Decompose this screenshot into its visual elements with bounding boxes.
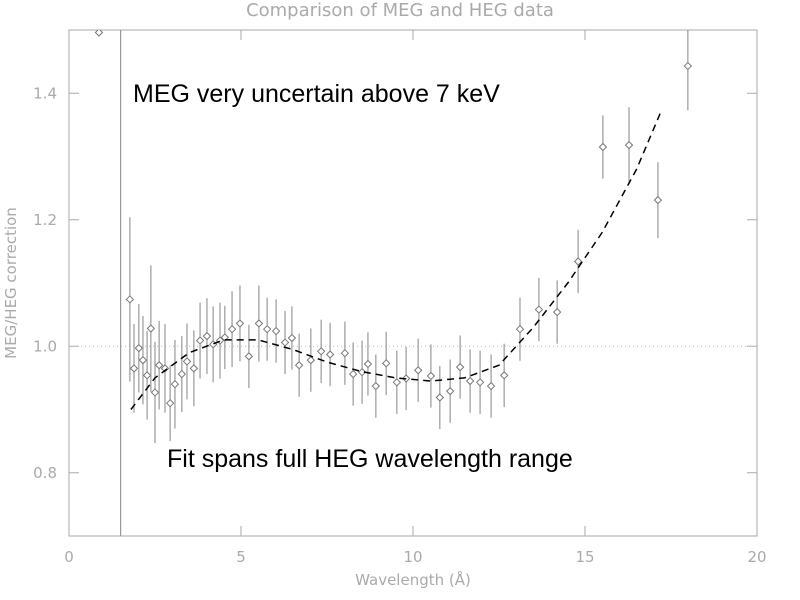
data-point <box>154 361 164 370</box>
data-point <box>515 324 525 334</box>
data-point <box>254 319 264 328</box>
data-point <box>150 388 160 397</box>
data-point <box>235 319 245 328</box>
data-point <box>413 366 423 375</box>
x-tick-label: 10 <box>403 548 422 566</box>
data-point <box>348 369 358 379</box>
data-point <box>552 307 562 317</box>
y-axis-label: MEG/HEG correction <box>2 207 20 359</box>
y-tick-label: 0.8 <box>33 464 57 482</box>
data-point <box>573 257 583 266</box>
x-tick-label: 20 <box>747 548 766 566</box>
data-point <box>195 336 205 345</box>
data-point <box>598 142 608 152</box>
data-point <box>435 393 445 402</box>
data-point <box>170 379 180 389</box>
data-point <box>287 333 297 343</box>
y-tick-label: 1.2 <box>33 211 57 229</box>
data-point <box>363 359 373 369</box>
data-point <box>189 364 199 373</box>
data-point <box>262 324 272 334</box>
data-point <box>426 371 436 381</box>
annotation: MEG very uncertain above 7 keV <box>133 80 500 108</box>
data-point <box>244 352 254 361</box>
data-point <box>486 381 496 391</box>
x-tick-label: 0 <box>64 548 74 566</box>
data-point <box>146 324 156 333</box>
data-point <box>475 378 485 387</box>
data-point <box>371 381 381 391</box>
fit-line <box>130 111 662 410</box>
data-point <box>455 362 465 372</box>
data-point <box>624 140 634 150</box>
data-point <box>316 347 326 356</box>
data-point <box>280 338 290 347</box>
data-point <box>271 326 281 336</box>
data-point <box>208 340 218 349</box>
plot-area <box>69 30 757 536</box>
data-point <box>134 343 144 353</box>
data-point <box>165 398 175 408</box>
data-point <box>534 305 544 314</box>
data-point <box>129 364 139 373</box>
x-tick-label: 15 <box>575 548 594 566</box>
data-point <box>202 331 212 341</box>
data-point <box>392 378 402 387</box>
data-point <box>499 371 509 380</box>
annotation: Fit spans full HEG wavelength range <box>167 445 573 473</box>
data-point <box>227 324 237 334</box>
data-point <box>294 361 304 370</box>
data-point <box>325 350 335 359</box>
data-point <box>142 371 152 380</box>
data-point <box>125 295 135 304</box>
data-point <box>220 333 230 342</box>
data-point <box>653 195 663 205</box>
data-point <box>381 359 391 368</box>
y-tick-label: 1.4 <box>33 84 57 102</box>
chart-title: Comparison of MEG and HEG data <box>246 0 554 21</box>
y-tick-label: 1.0 <box>33 337 57 355</box>
data-point <box>340 348 350 358</box>
data-point <box>465 376 475 386</box>
data-point <box>94 30 104 37</box>
data-point <box>306 355 316 365</box>
data-point <box>182 357 192 366</box>
x-tick-label: 5 <box>236 548 246 566</box>
data-point <box>138 355 148 365</box>
data-point <box>683 61 693 71</box>
data-point <box>177 369 187 379</box>
x-axis-label: Wavelength (Å) <box>355 570 471 589</box>
data-point <box>445 386 455 396</box>
